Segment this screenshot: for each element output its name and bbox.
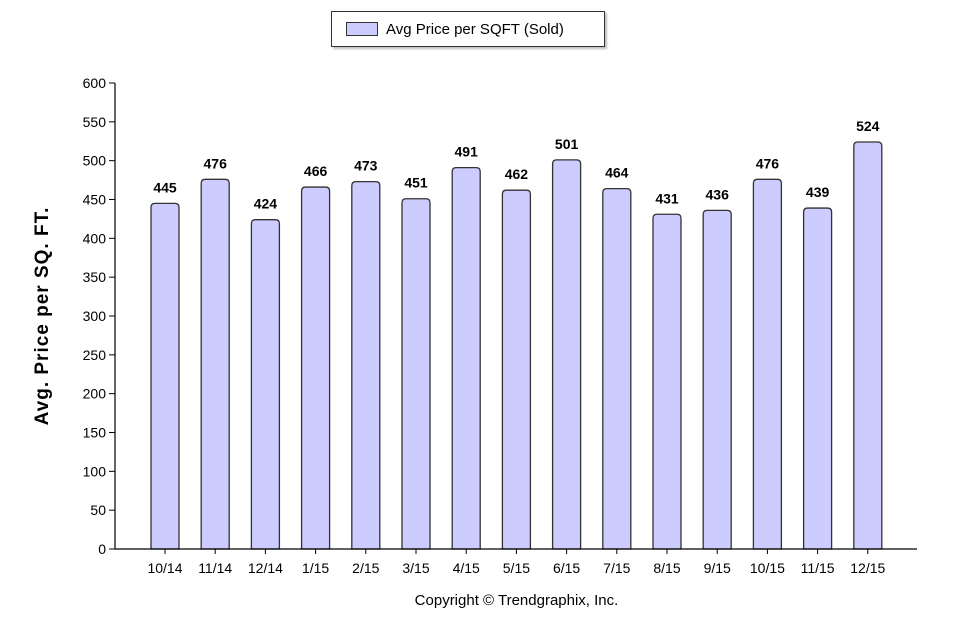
legend-label: Avg Price per SQFT (Sold) (386, 20, 564, 38)
bar (200, 178, 230, 550)
bar (551, 159, 582, 550)
bar (451, 167, 481, 550)
data-label: 466 (304, 163, 328, 179)
y-tick-label: 50 (90, 502, 106, 518)
bar (351, 180, 381, 550)
data-label: 439 (806, 184, 830, 200)
bar (752, 178, 783, 550)
y-tick-label: 550 (83, 114, 107, 130)
x-tick-label: 11/14 (198, 560, 232, 576)
y-tick-label: 300 (83, 308, 107, 324)
legend: Avg Price per SQFT (Sold) (331, 11, 605, 47)
x-tick-label: 3/15 (402, 560, 429, 576)
x-tick-label: 9/15 (704, 560, 731, 576)
x-tick-label: 2/15 (352, 560, 379, 576)
x-tick-label: 6/15 (553, 560, 580, 576)
y-tick-label: 400 (83, 230, 107, 246)
y-tick-label: 450 (83, 192, 107, 208)
x-tick-label: 7/15 (603, 560, 630, 576)
bar (150, 202, 180, 550)
legend-swatch (346, 22, 378, 36)
x-tick-label: 5/15 (503, 560, 530, 576)
bar (250, 219, 281, 550)
data-label: 462 (505, 166, 529, 182)
data-label: 476 (756, 155, 780, 171)
y-tick-label: 350 (83, 269, 107, 285)
bar (853, 141, 883, 550)
x-tick-label: 4/15 (453, 560, 480, 576)
y-tick-label: 200 (83, 386, 107, 402)
bar (702, 209, 732, 550)
bar (802, 207, 833, 550)
data-label: 436 (706, 186, 730, 202)
bar (401, 198, 431, 550)
y-tick-label: 600 (83, 75, 107, 91)
bar (300, 186, 331, 550)
x-tick-label: 8/15 (653, 560, 680, 576)
x-tick-label: 12/15 (850, 560, 885, 576)
data-label: 524 (856, 118, 880, 134)
bar (652, 213, 682, 550)
y-tick-label: 100 (83, 463, 107, 479)
data-label: 501 (555, 136, 579, 152)
x-tick-label: 10/14 (147, 560, 182, 576)
data-label: 424 (254, 196, 278, 212)
bar (501, 189, 532, 550)
data-label: 464 (605, 165, 629, 181)
bar (602, 187, 632, 550)
y-tick-label: 250 (83, 347, 107, 363)
data-label: 476 (204, 155, 228, 171)
x-tick-label: 12/14 (248, 560, 283, 576)
y-tick-label: 150 (83, 425, 107, 441)
y-tick-label: 500 (83, 153, 107, 169)
data-label: 473 (354, 158, 378, 174)
y-tick-label: 0 (98, 541, 106, 557)
data-label: 451 (404, 175, 428, 191)
x-tick-label: 1/15 (302, 560, 329, 576)
copyright-text: Copyright © Trendgraphix, Inc. (414, 592, 619, 609)
data-label: 491 (455, 144, 479, 160)
x-tick-label: 10/15 (750, 560, 785, 576)
data-label: 445 (153, 179, 177, 195)
x-tick-label: 11/15 (801, 560, 835, 576)
data-label: 431 (655, 190, 679, 206)
